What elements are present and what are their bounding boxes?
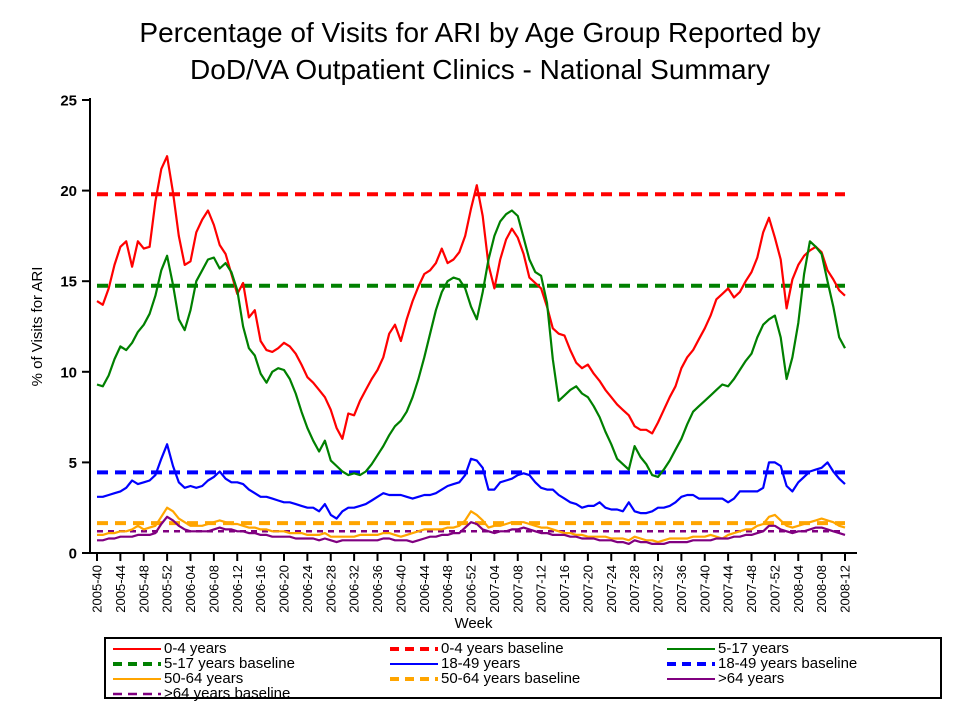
legend-item: 18-49 years baseline (666, 656, 943, 671)
x-tick-label: 2006-24 (300, 565, 315, 613)
legend-item: 0-4 years baseline (389, 641, 666, 656)
x-tick-label: 2006-28 (323, 565, 338, 613)
legend-label: 50-64 years (164, 670, 244, 687)
x-tick-label: 2007-32 (651, 565, 666, 613)
chart-legend: 0-4 years 0-4 years baseline 5-17 years 5-1… (104, 637, 943, 701)
x-tick-label: 2005-52 (160, 565, 175, 613)
y-tick-label: 0 (69, 546, 77, 563)
legend-line-sample (667, 647, 715, 650)
legend-item: >64 years baseline (112, 686, 389, 701)
x-tick-label: 2007-52 (767, 565, 782, 613)
x-tick-label: 2007-28 (627, 565, 642, 613)
series-line--64-years (97, 515, 846, 546)
legend-label: 0-4 years (164, 640, 227, 657)
y-tick-label: 10 (60, 364, 77, 381)
legend-label: >64 years baseline (164, 685, 291, 702)
x-tick-label: 2006-48 (440, 565, 455, 613)
x-tick-label: 2006-16 (253, 565, 268, 613)
legend-label: 50-64 years baseline (441, 670, 581, 687)
legend-item: 50-64 years baseline (389, 671, 666, 686)
x-tick-label: 2006-04 (183, 565, 198, 613)
x-tick-label: 2006-12 (230, 565, 245, 613)
series-line-5-17-years (96, 209, 846, 478)
x-tick-label: 2007-04 (487, 565, 502, 613)
x-tick-label: 2007-08 (510, 565, 525, 613)
x-axis-title: Week (454, 615, 493, 632)
legend-line-sample (113, 677, 161, 680)
legend-label: 5-17 years baseline (164, 655, 295, 672)
x-tick-label: 2006-08 (206, 565, 221, 613)
legend-item: 50-64 years (112, 671, 389, 686)
legend-item: >64 years (666, 671, 943, 686)
legend-label: 5-17 years (718, 640, 789, 657)
legend-label: 18-49 years (441, 655, 521, 672)
chart-title-line2: DoD/VA Outpatient Clinics - National Sum… (190, 54, 770, 85)
legend-line-sample (113, 661, 161, 666)
legend-label: >64 years (718, 670, 785, 687)
legend-item: 18-49 years (389, 656, 666, 671)
x-tick-label: 2007-36 (674, 565, 689, 613)
x-tick-label: 2007-40 (697, 565, 712, 613)
y-tick-label: 20 (60, 183, 77, 200)
legend-line-sample (113, 692, 161, 695)
y-tick-label: 5 (69, 455, 77, 472)
x-tick-label: 2008-12 (838, 565, 853, 613)
legend-line-sample (113, 647, 161, 650)
y-tick-label: 25 (60, 93, 77, 110)
x-tick-label: 2007-24 (604, 565, 619, 613)
legend-line-sample (667, 677, 715, 680)
x-tick-label: 2006-40 (393, 565, 408, 613)
x-tick-label: 2008-04 (791, 565, 806, 613)
legend-item: 0-4 years (112, 641, 389, 656)
series-line-18-49-years (97, 443, 846, 520)
x-tick-label: 2007-20 (580, 565, 595, 613)
legend-line-sample (390, 646, 438, 651)
legend-label: 0-4 years baseline (441, 640, 564, 657)
legend-line-sample (390, 662, 438, 665)
x-tick-label: 2006-44 (417, 565, 432, 613)
x-tick-label: 2006-20 (277, 565, 292, 613)
x-tick-label: 2005-44 (113, 565, 128, 613)
x-tick-label: 2007-48 (744, 565, 759, 613)
legend-item: 5-17 years baseline (112, 656, 389, 671)
x-tick-label: 2008-08 (814, 565, 829, 613)
x-tick-label: 2005-40 (90, 565, 105, 613)
legend-item: 5-17 years (666, 641, 943, 656)
x-tick-label: 2006-52 (464, 565, 479, 613)
x-tick-label: 2007-44 (721, 565, 736, 613)
legend-line-sample (390, 676, 438, 681)
legend-label: 18-49 years baseline (718, 655, 858, 672)
x-tick-label: 2007-16 (557, 565, 572, 613)
x-tick-label: 2007-12 (534, 565, 549, 613)
chart-title: Percentage of Visits for ARI by Age Grou… (0, 14, 960, 88)
y-axis-title: % of Visits for ARI (29, 267, 46, 387)
series-line-0-4-years (96, 155, 846, 440)
y-tick-label: 15 (60, 274, 77, 291)
chart-title-line1: Percentage of Visits for ARI by Age Grou… (139, 17, 821, 48)
x-tick-label: 2005-48 (136, 565, 151, 613)
x-tick-label: 2006-32 (347, 565, 362, 613)
legend-line-sample (667, 661, 715, 666)
x-tick-label: 2006-36 (370, 565, 385, 613)
